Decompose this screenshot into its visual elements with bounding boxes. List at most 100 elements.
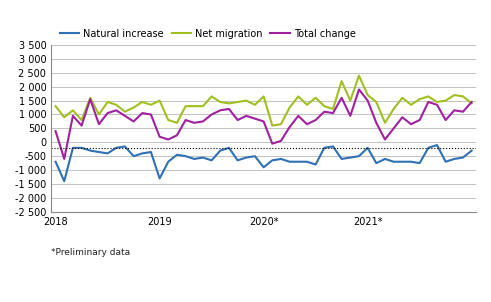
Net migration [70, 108, 76, 112]
Total change [87, 97, 93, 101]
Net migration [417, 97, 423, 101]
Total change [165, 138, 171, 141]
Natural increase [79, 146, 84, 150]
Natural increase [304, 160, 310, 164]
Natural increase [417, 161, 423, 165]
Net migration [304, 103, 310, 107]
Total change [261, 120, 267, 123]
Natural increase [356, 154, 362, 158]
Natural increase [252, 154, 258, 158]
Total change [417, 118, 423, 122]
Total change [347, 114, 353, 118]
Net migration [157, 99, 163, 102]
Total change [200, 120, 206, 123]
Total change [235, 118, 241, 122]
Total change [113, 108, 119, 112]
Net migration [460, 95, 466, 98]
Total change [425, 100, 431, 104]
Total change [373, 121, 379, 125]
Net migration [183, 104, 189, 108]
Net migration [122, 110, 128, 114]
Natural increase [365, 146, 371, 150]
Net migration [287, 106, 293, 109]
Net migration [278, 122, 284, 126]
Total change [157, 135, 163, 139]
Total change [96, 122, 102, 126]
Net migration [373, 100, 379, 104]
Natural increase [469, 149, 475, 153]
Net migration [443, 99, 449, 102]
Text: *Preliminary data: *Preliminary data [51, 249, 131, 257]
Net migration [79, 118, 84, 122]
Net migration [252, 103, 258, 107]
Natural increase [460, 156, 466, 159]
Net migration [218, 100, 223, 104]
Net migration [191, 104, 197, 108]
Natural increase [157, 177, 163, 180]
Natural increase [226, 146, 232, 150]
Total change [443, 118, 449, 122]
Total change [304, 122, 310, 126]
Net migration [174, 121, 180, 125]
Line: Natural increase: Natural increase [55, 145, 472, 181]
Legend: Natural increase, Net migration, Total change: Natural increase, Net migration, Total c… [56, 25, 359, 43]
Total change [339, 96, 345, 100]
Total change [278, 139, 284, 143]
Net migration [61, 115, 67, 119]
Natural increase [244, 156, 249, 159]
Net migration [165, 118, 171, 122]
Total change [53, 129, 58, 133]
Net migration [321, 104, 327, 108]
Natural increase [139, 152, 145, 155]
Natural increase [165, 160, 171, 164]
Natural increase [61, 179, 67, 183]
Net migration [469, 101, 475, 105]
Total change [61, 157, 67, 161]
Net migration [200, 104, 206, 108]
Total change [296, 114, 301, 118]
Line: Total change: Total change [55, 89, 472, 159]
Net migration [235, 100, 241, 104]
Natural increase [425, 146, 431, 150]
Net migration [244, 99, 249, 102]
Net migration [339, 79, 345, 83]
Natural increase [347, 156, 353, 159]
Net migration [270, 124, 275, 127]
Natural increase [200, 156, 206, 159]
Net migration [451, 93, 457, 97]
Net migration [399, 96, 405, 100]
Line: Net migration: Net migration [55, 76, 472, 126]
Net migration [105, 100, 110, 104]
Natural increase [113, 146, 119, 150]
Net migration [391, 107, 397, 111]
Natural increase [148, 150, 154, 154]
Natural increase [209, 159, 215, 162]
Net migration [96, 113, 102, 116]
Total change [408, 122, 414, 126]
Total change [356, 88, 362, 91]
Net migration [139, 100, 145, 104]
Natural increase [87, 149, 93, 153]
Natural increase [296, 160, 301, 164]
Net migration [87, 96, 93, 100]
Natural increase [96, 150, 102, 154]
Natural increase [451, 157, 457, 161]
Total change [365, 99, 371, 102]
Net migration [425, 95, 431, 98]
Natural increase [382, 157, 388, 161]
Natural increase [287, 160, 293, 164]
Net migration [53, 104, 58, 108]
Total change [244, 114, 249, 118]
Total change [451, 108, 457, 112]
Total change [122, 114, 128, 118]
Total change [469, 100, 475, 104]
Total change [131, 120, 136, 123]
Natural increase [391, 160, 397, 164]
Total change [460, 110, 466, 114]
Total change [252, 117, 258, 120]
Natural increase [261, 165, 267, 169]
Natural increase [321, 146, 327, 150]
Total change [321, 110, 327, 114]
Net migration [356, 74, 362, 77]
Net migration [209, 95, 215, 98]
